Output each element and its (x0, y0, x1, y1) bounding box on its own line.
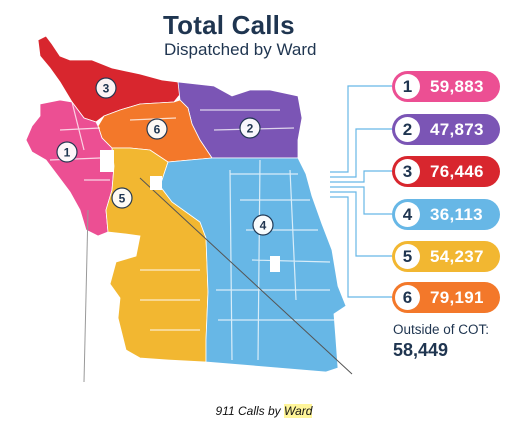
caption-text: 911 Calls by (215, 404, 285, 418)
ward-5-badge: 5 54,237 (392, 241, 500, 272)
ward-1-calls: 59,883 (430, 77, 484, 96)
map-marker-ward-6: 6 (146, 118, 168, 140)
ward-calls-infographic: 3 6 2 1 5 4 Total Calls Dispatched by Wa… (25, 10, 500, 383)
outside-cot-value: 58,449 (393, 340, 449, 360)
map-marker-ward-2: 2 (239, 117, 261, 139)
map-label-ward-2: 2 (247, 122, 254, 136)
ward-6-badge: 6 79,191 (392, 282, 500, 313)
ward-4-region (159, 157, 347, 373)
unincorporated-area (150, 176, 162, 190)
map-label-ward-4: 4 (260, 219, 267, 233)
ward-map: 3 6 2 1 5 4 (25, 35, 392, 383)
ward-4-calls: 36,113 (430, 205, 483, 224)
leader-lines (330, 85, 392, 298)
highway-line (139, 177, 353, 375)
ward-6-number: 6 (395, 285, 420, 310)
ward-6-calls: 79,191 (430, 288, 484, 307)
map-label-ward-1: 1 (64, 146, 71, 160)
unincorporated-area (270, 256, 280, 272)
ward-4-badge: 4 36,113 (392, 199, 500, 230)
map-marker-ward-4: 4 (252, 214, 274, 236)
map-marker-ward-5: 5 (111, 187, 133, 209)
ward-1-number: 1 (395, 74, 420, 99)
ward-2-number: 2 (395, 117, 420, 142)
ward-2-badge: 2 47,873 (392, 114, 500, 145)
ward-3-calls: 76,446 (430, 162, 484, 181)
unincorporated-area (100, 150, 114, 172)
map-title: Total Calls (163, 10, 295, 40)
map-subtitle: Dispatched by Ward (164, 40, 317, 59)
map-label-ward-3: 3 (103, 82, 110, 96)
ward-2-calls: 47,873 (430, 120, 484, 139)
ward-5-calls: 54,237 (430, 247, 484, 266)
ward-1-badge: 1 59,883 (392, 71, 500, 102)
north-road-line (83, 209, 89, 383)
ward-3-badge: 3 76,446 (392, 156, 500, 187)
map-label-ward-6: 6 (154, 123, 161, 137)
ward-3-number: 3 (395, 159, 420, 184)
caption-highlight: Ward (284, 404, 313, 418)
map-marker-ward-1: 1 (56, 141, 78, 163)
map-marker-ward-3: 3 (95, 77, 117, 99)
ward-4-number: 4 (395, 202, 420, 227)
map-label-ward-5: 5 (119, 192, 126, 206)
figure-caption: 911 Calls by Ward (0, 404, 528, 418)
outside-cot-label: Outside of COT: (393, 322, 490, 337)
ward-5-number: 5 (395, 244, 420, 269)
